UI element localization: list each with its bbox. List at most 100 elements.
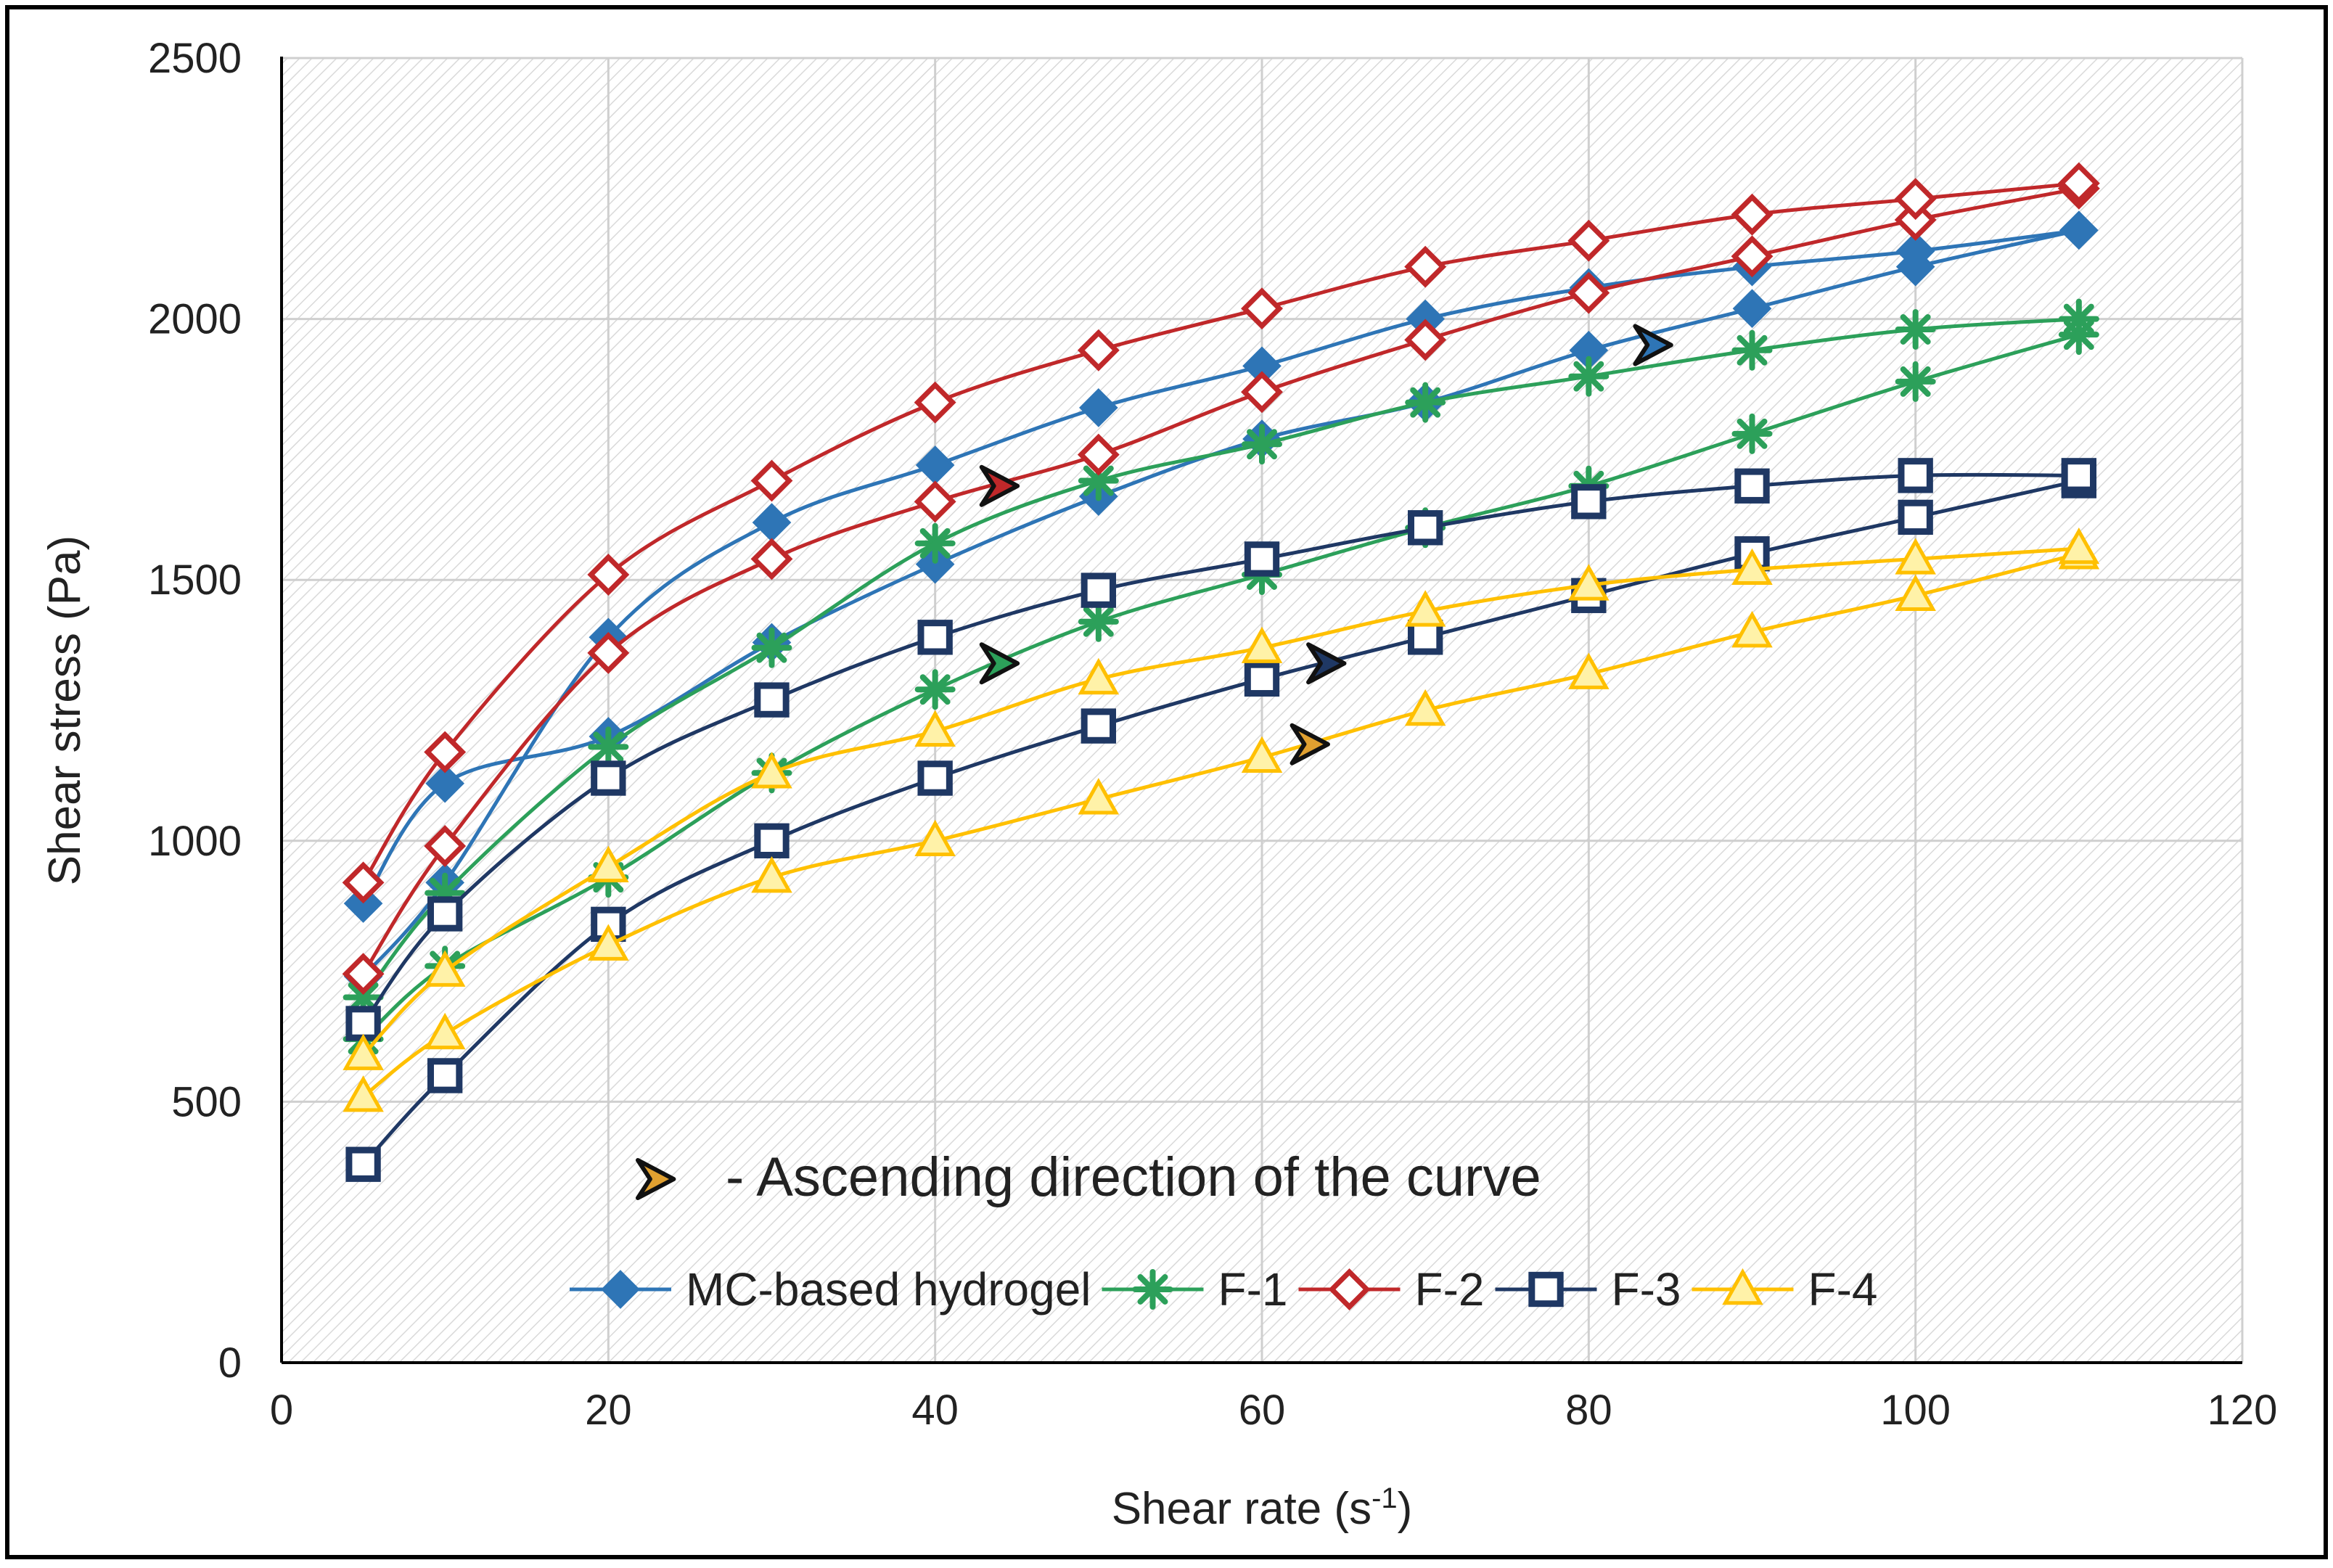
data-point	[587, 554, 630, 596]
data-point	[1244, 541, 1280, 577]
data-point	[917, 760, 953, 796]
data-point	[1077, 329, 1120, 372]
data-point	[588, 924, 629, 961]
data-point	[914, 669, 956, 710]
data-point	[588, 845, 629, 882]
data-point	[1079, 388, 1118, 427]
data-point	[1404, 689, 1446, 726]
legend-item: MC-based hydrogel	[570, 1263, 1091, 1315]
legend-marker	[601, 1270, 640, 1309]
series-f-4	[343, 527, 2100, 1112]
data-point	[754, 682, 790, 718]
legend-label: F-1	[1218, 1263, 1288, 1315]
x-tick-label: 40	[911, 1387, 959, 1434]
data-point	[1078, 601, 1119, 642]
x-tick-label: 100	[1880, 1387, 1951, 1434]
data-point	[1407, 510, 1443, 546]
data-point	[1567, 271, 1610, 314]
data-point	[424, 825, 467, 867]
data-point	[1731, 548, 1773, 586]
x-tick-label: 0	[270, 1387, 293, 1434]
data-point	[750, 459, 793, 502]
legend-item: F-4	[1692, 1263, 1878, 1315]
data-point	[591, 760, 626, 796]
data-point	[1244, 661, 1280, 697]
data-point	[1731, 329, 1773, 371]
legend-label: F-4	[1808, 1263, 1878, 1315]
data-point	[1568, 652, 1610, 689]
series-layer	[342, 162, 2100, 1182]
data-point	[1081, 708, 1117, 744]
data-point	[914, 819, 956, 857]
y-tick-label: 2500	[148, 35, 242, 82]
data-point	[1898, 499, 1933, 535]
data-point	[424, 731, 467, 773]
data-point	[1731, 235, 1774, 278]
x-axis-label: Shear rate (s-1)	[1112, 1482, 1413, 1534]
direction-arrow-icon	[1633, 324, 1673, 366]
data-point	[424, 1012, 466, 1050]
data-point	[914, 710, 956, 747]
data-point	[427, 896, 463, 932]
y-axis-label: Shear stress (Pa)	[40, 535, 90, 885]
data-point	[1567, 219, 1610, 262]
data-point	[1571, 484, 1607, 520]
data-point	[1731, 611, 1773, 648]
series-f-2	[342, 162, 2100, 996]
data-point	[750, 538, 793, 580]
data-point	[1404, 590, 1446, 627]
data-point	[914, 522, 956, 564]
data-point	[2057, 162, 2100, 205]
series-line-descending	[361, 472, 2079, 1025]
direction-arrow-icon	[636, 1158, 676, 1200]
legend-marker	[1722, 1268, 1763, 1305]
data-point	[751, 627, 792, 668]
data-point	[1081, 572, 1117, 608]
data-point	[1734, 468, 1770, 504]
direction-arrow-icon	[1289, 723, 1330, 765]
data-point	[751, 856, 792, 893]
data-point	[342, 861, 385, 904]
data-point	[1731, 193, 1774, 236]
data-point	[1241, 371, 1283, 414]
data-point	[754, 823, 790, 858]
data-point	[1404, 319, 1447, 361]
data-point	[427, 1058, 463, 1093]
data-point	[1732, 289, 1772, 329]
data-point	[1898, 458, 1933, 493]
y-tick-label: 500	[171, 1078, 242, 1125]
data-point	[1241, 736, 1283, 773]
legend-label: F-2	[1415, 1263, 1485, 1315]
direction-arrow-icon	[979, 464, 1020, 507]
data-point	[1895, 308, 1936, 350]
data-point	[342, 953, 385, 996]
data-point	[1895, 538, 1936, 575]
data-point	[1895, 361, 1936, 402]
data-point	[1404, 245, 1447, 288]
x-tick-label: 60	[1239, 1387, 1286, 1434]
data-point	[1895, 574, 1936, 611]
data-point	[917, 620, 953, 655]
direction-arrow-icon	[979, 642, 1020, 685]
legend-item: F-2	[1298, 1263, 1485, 1315]
x-tick-label: 80	[1565, 1387, 1612, 1434]
data-point	[345, 1006, 381, 1041]
axes: 0 500 1000 1500 2000 2500 0 20 40 60 80 100 120	[148, 35, 2277, 1434]
legend-label: MC-based hydrogel	[686, 1263, 1091, 1315]
data-point	[1895, 231, 1935, 271]
data-point	[914, 381, 956, 424]
data-point	[424, 950, 466, 987]
data-point	[1078, 657, 1120, 695]
data-point	[1568, 356, 1610, 397]
y-tick-label: 0	[218, 1339, 242, 1387]
y-tick-label: 1000	[148, 818, 242, 865]
data-point	[2058, 527, 2100, 565]
y-tick-label: 1500	[148, 557, 242, 604]
y-tick-label: 2000	[148, 296, 242, 343]
data-point	[343, 1033, 384, 1070]
data-point	[345, 1146, 381, 1182]
data-point	[425, 763, 464, 803]
data-point	[2059, 210, 2099, 250]
data-point	[1077, 433, 1120, 476]
